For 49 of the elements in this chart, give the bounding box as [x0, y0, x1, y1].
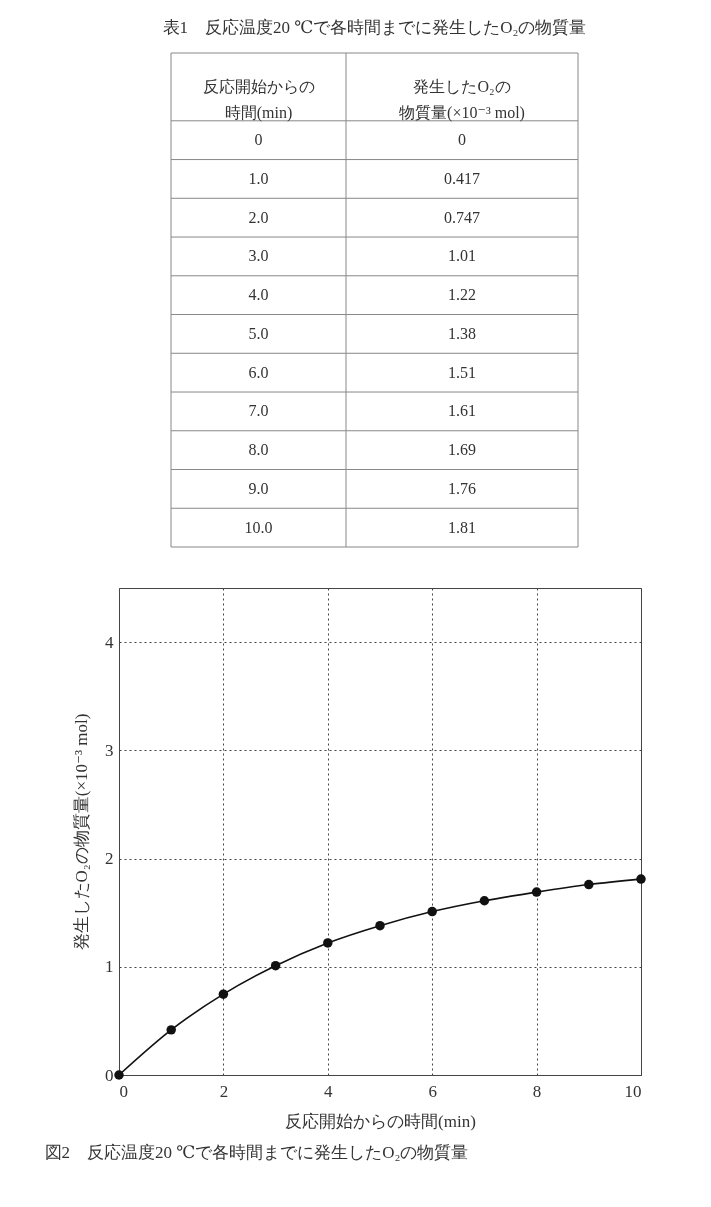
- y-tick-label: 3: [105, 740, 114, 760]
- data-label: 1.01: [448, 247, 477, 265]
- data-label: 0: [458, 131, 467, 149]
- point: [584, 879, 594, 890]
- data-label: 1.61: [448, 402, 477, 420]
- x-axis-title: 反応開始からの時間(min): [285, 1111, 476, 1131]
- x-tick-label: 6: [428, 1081, 437, 1101]
- y-tick-label: 6.0: [248, 363, 269, 381]
- point: [270, 960, 281, 971]
- y-tick-label: 1.0: [248, 169, 269, 187]
- caption: 図2 反応温度20 ℃で各時間までに発生したO₂の物質量: [44, 1143, 469, 1162]
- y-tick-label: 1: [105, 957, 114, 977]
- point: [375, 920, 385, 931]
- point: [114, 1070, 124, 1080]
- y-tick-label: 8.0: [248, 441, 269, 459]
- x-tick-label: 8: [532, 1081, 542, 1101]
- data-label: 1.81: [448, 518, 477, 536]
- data-label: 1.76: [448, 479, 477, 497]
- y-axis-title: 発生したO₂の物質量(×10⁻³ mol): [72, 713, 91, 951]
- y-tick-label: 3.0: [248, 247, 269, 265]
- y-axis-title: 反応開始からの時間(min): [202, 77, 315, 122]
- point: [479, 896, 490, 906]
- point: [166, 1025, 176, 1035]
- x-tick-label: 10: [624, 1081, 642, 1101]
- point: [427, 906, 437, 917]
- y-tick-label: 2.0: [248, 208, 269, 226]
- y-tick-label: 0: [254, 131, 263, 149]
- x-tick-label: 2: [219, 1081, 229, 1101]
- data-label: 1.69: [448, 441, 477, 459]
- point: [531, 887, 542, 897]
- x-tick-label: 0: [119, 1081, 128, 1101]
- y-tick-label: 4.0: [248, 286, 269, 304]
- data-label: 1.51: [448, 363, 477, 381]
- y-tick-label: 10.0: [244, 518, 273, 536]
- data-label: 1.22: [448, 286, 477, 304]
- chart-title: 表1 反応温度20 ℃で各時間までに発生したO₂の物質量: [162, 17, 587, 37]
- y-tick-label: 9.0: [248, 479, 269, 497]
- data-label: 1.38: [448, 324, 477, 342]
- y-tick-label: 0: [105, 1065, 114, 1085]
- y-tick-label: 4: [105, 632, 114, 652]
- y-tick-label: 5.0: [248, 324, 269, 342]
- point: [218, 989, 229, 999]
- y-tick-label: 2: [105, 849, 114, 869]
- point: [323, 938, 333, 948]
- x-tick-label: 4: [324, 1081, 334, 1101]
- data-label: 0.747: [444, 208, 481, 226]
- data-label: 0.417: [444, 169, 481, 187]
- y-tick-label: 7.0: [248, 402, 269, 420]
- point: [636, 874, 646, 884]
